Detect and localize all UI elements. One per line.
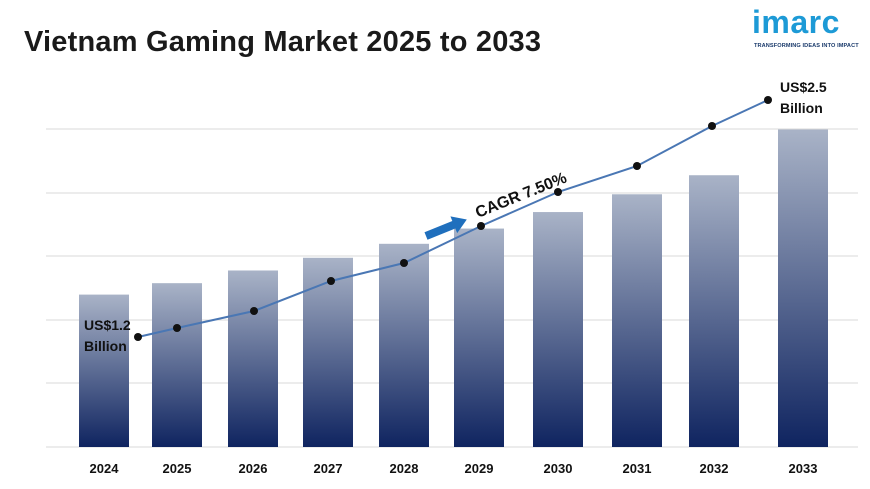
x-tick-label: 2033 bbox=[789, 461, 818, 476]
trend-marker-2024 bbox=[134, 333, 142, 341]
trend-marker-2033 bbox=[764, 96, 772, 104]
cagr-arrow-icon bbox=[424, 216, 467, 240]
trend-marker-2027 bbox=[327, 277, 335, 285]
trend-marker-2030 bbox=[554, 188, 562, 196]
bar-2029 bbox=[454, 228, 504, 447]
trend-marker-2032 bbox=[708, 122, 716, 130]
bar-2024 bbox=[79, 294, 129, 447]
trend-marker-2028 bbox=[400, 259, 408, 267]
bar-2033 bbox=[778, 129, 828, 447]
x-tick-label: 2032 bbox=[700, 461, 729, 476]
x-tick-label: 2030 bbox=[544, 461, 573, 476]
trend-marker-2029 bbox=[477, 222, 485, 230]
x-tick-label: 2026 bbox=[239, 461, 268, 476]
imarc-logo: imarc TRANSFORMING IDEAS INTO IMPACT bbox=[752, 4, 864, 52]
logo-wordmark: imarc bbox=[752, 4, 840, 40]
x-axis-ticks: 2024 2025 2026 2027 2028 2029 2030 2031 2032 2033 bbox=[90, 461, 818, 476]
bar-2026 bbox=[228, 270, 278, 447]
trend-marker-2025 bbox=[173, 324, 181, 332]
x-tick-label: 2028 bbox=[390, 461, 419, 476]
trend-marker-2026 bbox=[250, 307, 258, 315]
page-title: Vietnam Gaming Market 2025 to 2033 bbox=[24, 26, 542, 58]
end-unit-label: Billion bbox=[780, 100, 823, 116]
logo-tagline: TRANSFORMING IDEAS INTO IMPACT bbox=[754, 43, 859, 49]
start-unit-label: Billion bbox=[84, 338, 127, 354]
x-tick-label: 2024 bbox=[90, 461, 120, 476]
x-tick-label: 2029 bbox=[465, 461, 494, 476]
trend-marker-2031 bbox=[633, 162, 641, 170]
bars bbox=[79, 129, 828, 447]
bar-2028 bbox=[379, 243, 429, 447]
bar-2027 bbox=[303, 257, 353, 447]
bar-2025 bbox=[152, 283, 202, 447]
bar-2030 bbox=[533, 212, 583, 447]
x-tick-label: 2025 bbox=[163, 461, 192, 476]
trend-line-layer bbox=[134, 96, 772, 341]
x-tick-label: 2031 bbox=[623, 461, 652, 476]
trend-line bbox=[137, 99, 769, 338]
x-tick-label: 2027 bbox=[314, 461, 343, 476]
bar-2031 bbox=[612, 194, 662, 447]
start-value-label: US$1.2 bbox=[84, 317, 131, 333]
bar-2032 bbox=[689, 175, 739, 447]
end-value-label: US$2.5 bbox=[780, 79, 827, 95]
